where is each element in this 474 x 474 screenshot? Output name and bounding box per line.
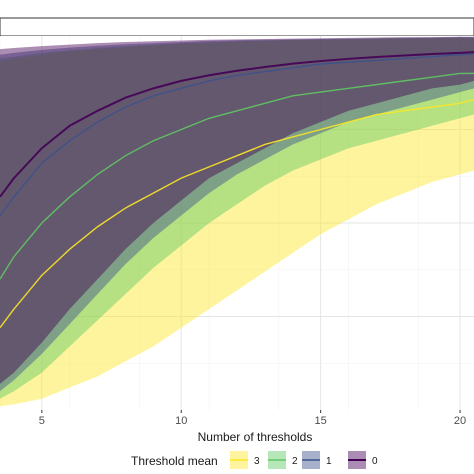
plot-area: 5 10 15 20 [0, 36, 474, 427]
ribbon-series-1 [0, 37, 474, 392]
x-tick-label: 15 [315, 415, 327, 427]
legend-label-series-2: 2 [292, 456, 298, 467]
legend-label-series-3: 3 [254, 456, 260, 467]
ribbon-series-3 [0, 37, 474, 407]
ribbon-series-2 [0, 37, 474, 399]
mean-line-series-1 [0, 53, 474, 216]
facet-strip [0, 17, 474, 37]
x-tick-label: 10 [175, 415, 187, 427]
legend: Threshold mean 3 2 1 0 [131, 451, 378, 469]
x-tick-label: 5 [39, 415, 45, 427]
mean-line-series-2 [0, 72, 474, 280]
legend-label-series-0: 0 [372, 456, 378, 467]
legend-label-series-1: 1 [326, 456, 332, 467]
x-tick-label: 20 [454, 415, 466, 427]
mean-line-series-3 [0, 98, 474, 329]
ribbon-series-0 [0, 36, 474, 384]
mean-line-series-0 [0, 51, 474, 198]
legend-title: Threshold mean [131, 454, 218, 468]
x-axis-title: Number of thresholds [198, 430, 313, 444]
